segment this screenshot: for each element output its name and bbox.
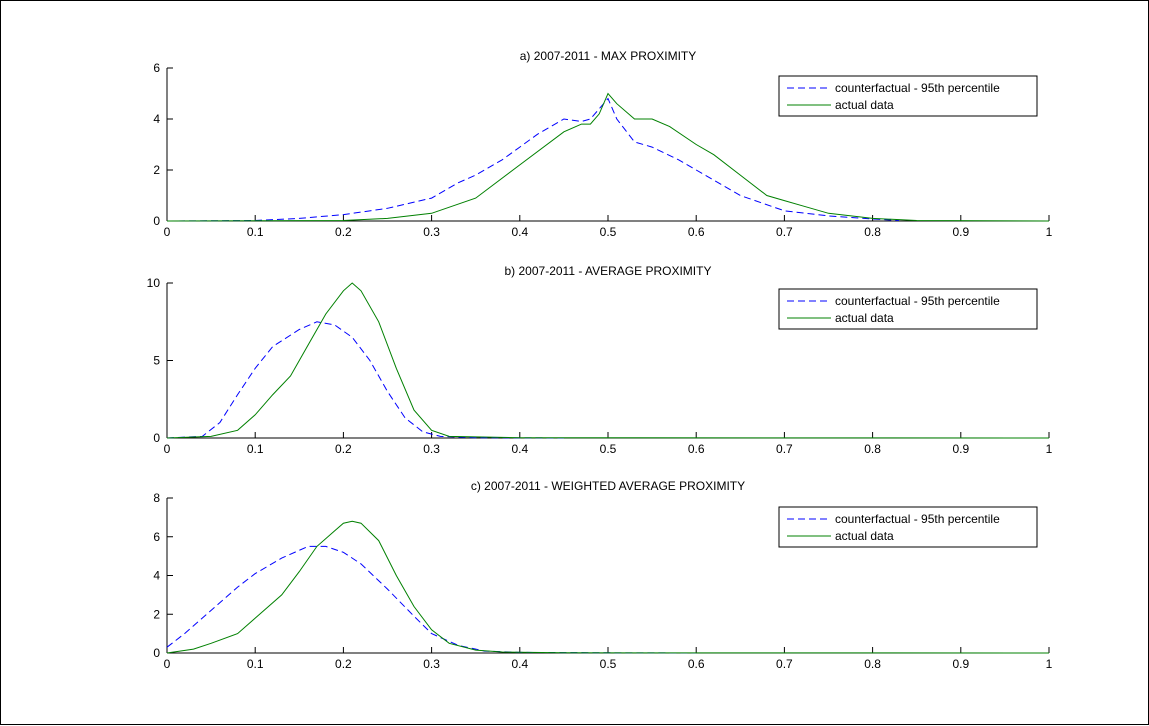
x-tick-label: 0.7	[776, 442, 793, 456]
series-line-counterfactual	[166, 321, 564, 439]
x-tick-label: 0.1	[247, 442, 264, 456]
series-line-actual-data	[166, 92, 1050, 222]
series-line-actual-data	[166, 282, 1050, 439]
chart-title: b) 2007-2011 - AVERAGE PROXIMITY	[505, 264, 712, 278]
legend: counterfactual - 95th percentile actual d…	[778, 506, 1038, 548]
y-tick-label: 2	[153, 607, 160, 621]
y-tick-label: 0	[153, 646, 160, 660]
legend-box	[778, 506, 1038, 548]
x-tick-label: 0.5	[600, 225, 617, 239]
x-tick-label: 0.2	[335, 657, 352, 671]
legend-box	[778, 288, 1038, 330]
x-tick-label: 0	[164, 225, 171, 239]
y-tick-label: 2	[153, 163, 160, 177]
x-tick-label: 0.8	[864, 657, 881, 671]
legend-label: counterfactual - 95th percentile	[835, 294, 1000, 308]
x-tick-label: 0	[164, 657, 171, 671]
panel-b-average-proximity: b) 2007-2011 - AVERAGE PROXIMITY 0 0.1 0.2 0…	[147, 264, 1053, 456]
x-tick-label: 0	[164, 442, 171, 456]
x-tick-label: 0.9	[952, 657, 969, 671]
legend: counterfactual - 95th percentile actual d…	[778, 75, 1038, 117]
y-tick-label: 6	[153, 61, 160, 75]
series-line-counterfactual	[166, 97, 900, 222]
chart-title: a) 2007-2011 - MAX PROXIMITY	[520, 49, 697, 63]
y-tick-label: 0	[153, 431, 160, 445]
x-tick-label: 0.1	[247, 225, 264, 239]
chart-title: c) 2007-2011 - WEIGHTED AVERAGE PROXIMIT…	[471, 479, 745, 493]
y-tick-label: 5	[153, 354, 160, 368]
x-tick-label: 0.3	[423, 657, 440, 671]
y-tick-label: 0	[153, 214, 160, 228]
y-tick-label: 6	[153, 530, 160, 544]
x-tick-label: 0.4	[511, 657, 528, 671]
y-tick-label: 4	[153, 112, 160, 126]
series-line-counterfactual	[166, 545, 697, 654]
x-tick-label: 0.9	[952, 442, 969, 456]
x-tick-label: 0.8	[864, 225, 881, 239]
x-tick-label: 0.6	[688, 225, 705, 239]
legend-box	[778, 75, 1038, 117]
x-tick-label: 0.1	[247, 657, 264, 671]
y-tick-label: 10	[147, 276, 161, 290]
x-tick-label: 0.4	[511, 442, 528, 456]
legend-label: actual data	[835, 98, 894, 112]
x-tick-label: 0.8	[864, 442, 881, 456]
x-tick-label: 0.7	[776, 657, 793, 671]
x-tick-label: 1	[1046, 657, 1053, 671]
x-tick-label: 0.6	[688, 657, 705, 671]
legend-label: counterfactual - 95th percentile	[835, 512, 1000, 526]
x-tick-label: 1	[1046, 442, 1053, 456]
x-tick-label: 0.9	[952, 225, 969, 239]
x-tick-label: 0.2	[335, 225, 352, 239]
x-tick-label: 1	[1046, 225, 1053, 239]
x-tick-label: 0.6	[688, 442, 705, 456]
panel-c-weighted-average-proximity: c) 2007-2011 - WEIGHTED AVERAGE PROXIMIT…	[153, 479, 1052, 671]
panel-a-max-proximity: a) 2007-2011 - MAX PROXIMITY 0 0.1 0.2 0.3 0.…	[153, 49, 1052, 239]
x-tick-label: 0.3	[423, 442, 440, 456]
legend-label: counterfactual - 95th percentile	[835, 81, 1000, 95]
legend-label: actual data	[835, 311, 894, 325]
x-tick-label: 0.3	[423, 225, 440, 239]
legend: counterfactual - 95th percentile actual d…	[778, 288, 1038, 330]
x-tick-label: 0.4	[511, 225, 528, 239]
y-tick-label: 4	[153, 569, 160, 583]
legend-label: actual data	[835, 529, 894, 543]
x-tick-label: 0.2	[335, 442, 352, 456]
x-tick-label: 0.5	[600, 657, 617, 671]
x-tick-label: 0.7	[776, 225, 793, 239]
y-tick-label: 8	[153, 491, 160, 505]
series-line-actual-data	[166, 520, 1050, 654]
x-tick-label: 0.5	[600, 442, 617, 456]
